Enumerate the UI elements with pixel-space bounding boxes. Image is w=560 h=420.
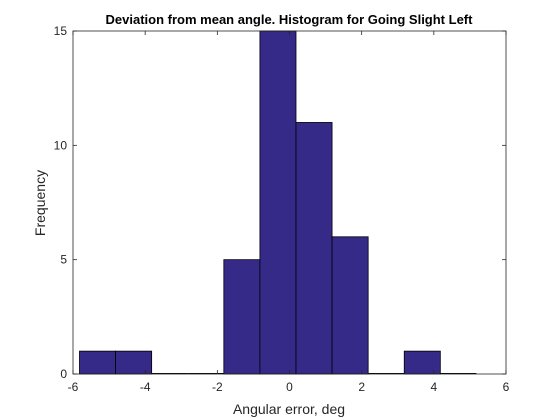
histogram-bar [79,350,116,375]
histogram-bar [259,30,297,375]
y-tick-label: 10 [54,138,68,152]
x-tick-label: 4 [430,380,437,394]
chart-title: Deviation from mean angle. Histogram for… [106,12,474,27]
x-tick-label: -6 [68,380,79,394]
histogram-bar [295,122,333,375]
x-tick-label: -4 [140,380,151,394]
y-tick-label: 15 [54,24,68,38]
x-axis-label: Angular error, deg [233,401,345,417]
y-tick-label: 5 [60,253,67,267]
x-tick-label: -2 [212,380,223,394]
histogram-bar [223,259,261,375]
x-tick-label: 2 [358,380,365,394]
x-tick-label: 0 [286,380,293,394]
histogram-bar [403,350,441,375]
histogram-bar [115,350,153,375]
x-tick-label: 6 [503,380,510,394]
plot-area: -6 -4 -2 0 2 4 6 0 5 10 15 [54,24,510,394]
y-axis-label: Frequency [32,170,48,236]
histogram-bar [331,236,369,375]
y-tick-label: 0 [60,367,67,381]
